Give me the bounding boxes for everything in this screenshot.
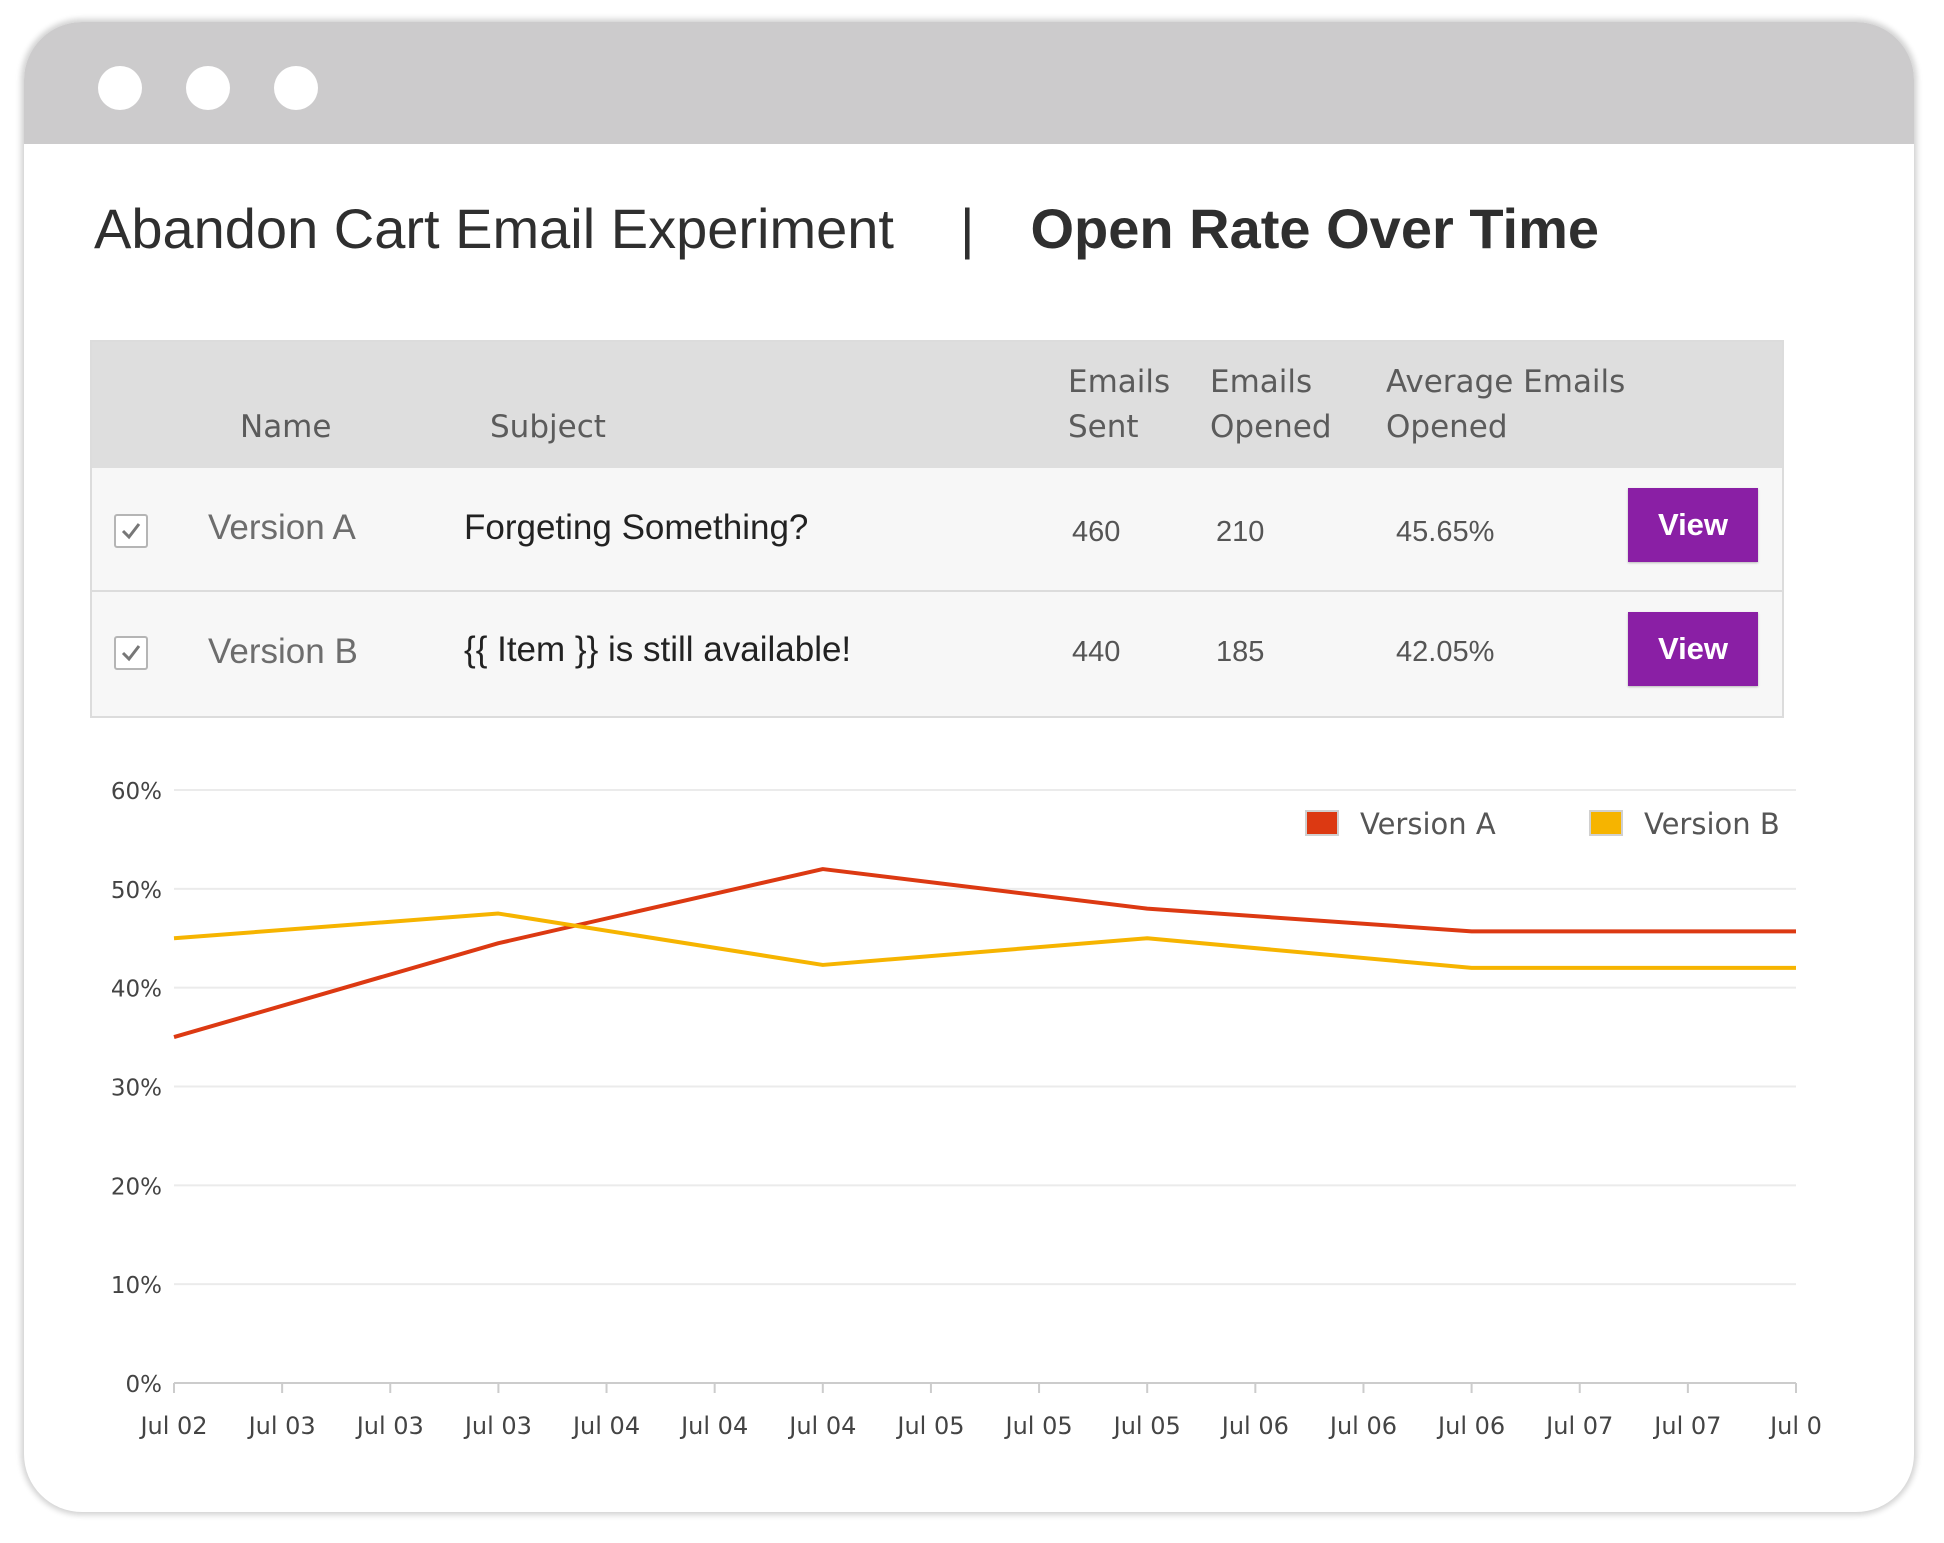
row-opened: 210 [1216, 516, 1265, 548]
x-tick-label: Jul 04 [571, 1412, 640, 1440]
y-tick-label: 50% [111, 878, 162, 904]
table-header: Name Subject Emails Sent Emails Opened Ave… [92, 342, 1782, 468]
y-tick-label: 20% [111, 1174, 162, 1200]
window-dot-3 [274, 66, 318, 110]
x-tick-label: Jul 05 [895, 1412, 964, 1440]
window-titlebar [24, 22, 1914, 144]
x-tick-label: Jul 04 [679, 1412, 748, 1440]
legend-label: Version A [1360, 807, 1496, 841]
y-tick-label: 30% [111, 1076, 162, 1102]
row-name: Version B [208, 632, 358, 671]
series-line-version-a [173, 867, 1796, 1040]
chart-series [173, 867, 1796, 1040]
row-average: 42.05% [1396, 636, 1495, 668]
x-tick-label: Jul 06 [1436, 1412, 1505, 1440]
column-header-name: Name [240, 409, 332, 445]
y-tick-label: 0% [126, 1372, 163, 1398]
x-tick-label: Jul 06 [1328, 1412, 1397, 1440]
x-tick-label: Jul 02 [138, 1412, 207, 1440]
chart-legend: Version A Version B [1305, 807, 1780, 841]
row-opened: 185 [1216, 636, 1265, 668]
check-icon [121, 523, 141, 540]
view-button-version-b[interactable]: View [1628, 612, 1758, 686]
row-name: Version A [208, 508, 356, 547]
page-title: Abandon Cart Email Experiment [94, 197, 894, 260]
x-tick-label: Jul 06 [1220, 1412, 1289, 1440]
experiment-table: Name Subject Emails Sent Emails Opened Ave… [90, 340, 1784, 718]
view-button-version-a[interactable]: View [1628, 488, 1758, 562]
y-tick-label: 60% [111, 779, 162, 805]
column-header-opened: Emails Opened [1210, 364, 1332, 445]
y-tick-label: 40% [111, 977, 162, 1003]
x-tick-label: Jul 07 [1652, 1412, 1721, 1440]
page-subtitle: Open Rate Over Time [1030, 197, 1600, 260]
row-subject: {{ Item }} is still available! [464, 630, 852, 669]
table-row: Version A Forgeting Something? 460 210 4… [92, 468, 1782, 592]
title-separator: | [959, 197, 975, 260]
row-average: 45.65% [1396, 516, 1495, 548]
row-sent: 440 [1072, 636, 1121, 668]
check-icon [121, 645, 141, 662]
row-sent: 460 [1072, 516, 1121, 548]
x-tick-label: Jul 04 [787, 1412, 856, 1440]
row-checkbox[interactable] [114, 636, 148, 670]
legend-swatch [1589, 810, 1623, 836]
x-tick-label: Jul 05 [1004, 1412, 1073, 1440]
chart-x-axis: Jul 02 Jul 03 Jul 03 Jul 03 Jul 04 Jul 04 Jul … [138, 1383, 1822, 1440]
series-line-version-b [173, 911, 1796, 970]
row-subject: Forgeting Something? [464, 508, 809, 547]
x-tick-label: Jul 03 [355, 1412, 424, 1440]
x-tick-label: Jul 05 [1112, 1412, 1181, 1440]
window-dot-1 [98, 66, 142, 110]
column-header-subject: Subject [490, 409, 606, 445]
window-dot-2 [186, 66, 230, 110]
chart-y-axis: 0% 10% 20% 30% 40% 50% 60% [111, 779, 162, 1398]
browser-window [24, 22, 1914, 1512]
table-row: Version B {{ Item }} is still available!… [92, 592, 1782, 714]
page-heading: Abandon Cart Email Experiment | Open Rate … [94, 196, 1599, 261]
column-header-sent: Emails Sent [1068, 364, 1171, 445]
row-checkbox[interactable] [114, 514, 148, 548]
x-tick-label: Jul 03 [247, 1412, 316, 1440]
legend-swatch [1305, 810, 1339, 836]
y-tick-label: 10% [111, 1273, 162, 1299]
legend-label: Version B [1644, 807, 1780, 841]
x-tick-label: Jul 0 [1768, 1412, 1822, 1440]
x-tick-label: Jul 07 [1544, 1412, 1613, 1440]
column-header-average: Average Emails Opened [1386, 364, 1626, 445]
x-tick-label: Jul 03 [463, 1412, 532, 1440]
chart-gridlines [174, 789, 1796, 1384]
